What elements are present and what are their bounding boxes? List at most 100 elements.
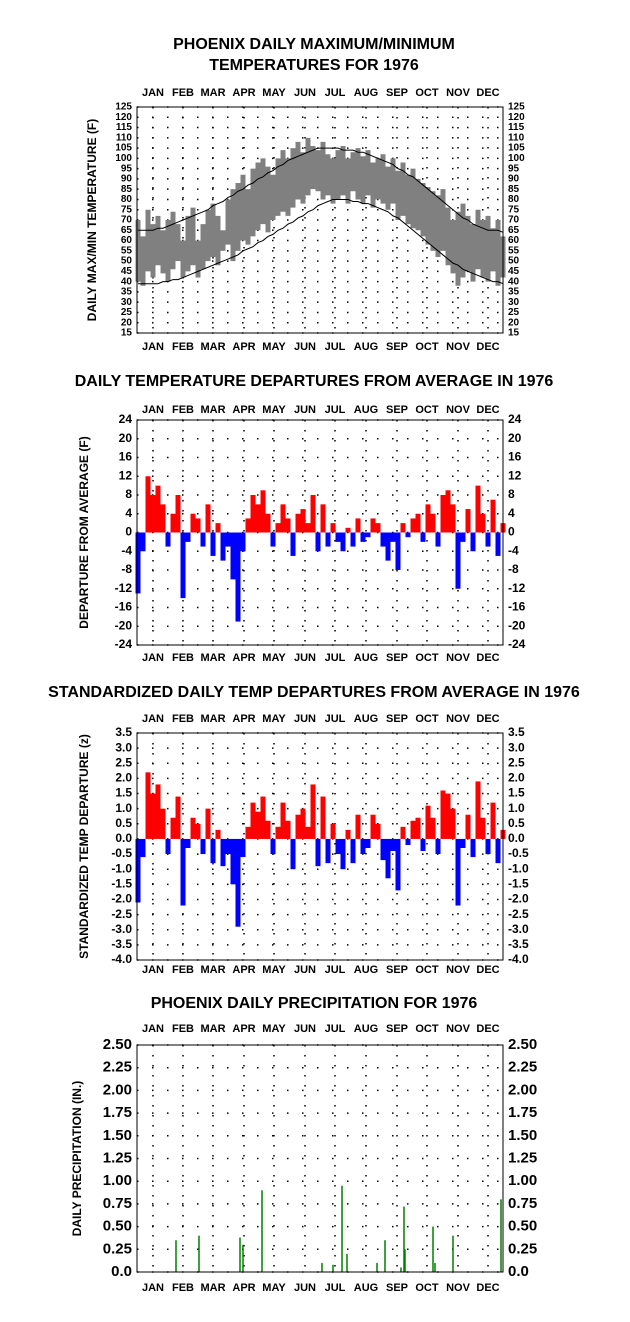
bar — [185, 838, 191, 849]
bar — [435, 838, 441, 855]
x-tick-label: AUG — [354, 1023, 378, 1035]
x-tick-label: JUN — [294, 964, 316, 976]
y-tick-label: 1.0 — [115, 801, 132, 815]
x-tick-label: OCT — [415, 341, 439, 353]
bar — [230, 532, 236, 580]
chart-title: DAILY TEMPERATURE DEPARTURES FROM AVERAG… — [75, 373, 554, 390]
y-tick-label: 0.25 — [103, 1240, 132, 1257]
bar — [340, 838, 346, 870]
bar — [135, 532, 141, 594]
x-tick-label: JUN — [294, 87, 316, 99]
bar — [450, 504, 456, 533]
x-tick-label: SEP — [386, 652, 408, 664]
y-tick-label: -0.5 — [111, 846, 132, 860]
bar — [500, 1199, 502, 1272]
x-tick-label: FEB — [172, 1023, 194, 1035]
bar — [385, 838, 391, 879]
chart-title: PHOENIX DAILY MAXIMUM/MINIMUM — [173, 36, 455, 53]
x-tick-label: DEC — [476, 404, 499, 416]
bar — [175, 495, 181, 533]
bar — [440, 495, 446, 533]
x-tick-label: MAR — [200, 713, 225, 725]
x-tick-label: FEB — [172, 1282, 194, 1294]
y2-tick-label: 80 — [508, 194, 520, 205]
bar — [425, 805, 431, 839]
y-tick-label: 4 — [125, 506, 132, 520]
y-tick-label: -12 — [115, 581, 133, 595]
bar — [495, 532, 501, 556]
bar — [450, 808, 456, 839]
bar — [341, 1185, 343, 1272]
y2-tick-label: 0.25 — [508, 1240, 537, 1257]
bar — [332, 1264, 334, 1272]
y-tick-label: 120 — [115, 112, 132, 123]
x-tick-label: JUL — [325, 1282, 346, 1294]
x-tick-label: DEC — [476, 713, 499, 725]
x-tick-label: AUG — [354, 964, 378, 976]
y-tick-label: 0.0 — [111, 1263, 132, 1280]
bar — [465, 509, 471, 533]
x-tick-label: AUG — [354, 404, 378, 416]
y2-tick-label: 45 — [508, 266, 520, 277]
bar — [310, 495, 316, 533]
bar — [330, 823, 336, 839]
x-tick-label: JUL — [325, 964, 346, 976]
bar — [135, 838, 141, 903]
x-tick-label: SEP — [386, 404, 408, 416]
bar — [205, 504, 211, 533]
x-tick-label: JUN — [294, 1023, 316, 1035]
bar — [430, 817, 436, 839]
y-tick-label: 95 — [121, 163, 133, 174]
y2-tick-label: 35 — [508, 287, 520, 298]
y-tick-label: 25 — [121, 307, 133, 318]
bar — [265, 820, 271, 839]
bar — [185, 532, 191, 542]
bar — [195, 518, 201, 533]
bar — [350, 838, 356, 864]
bar — [470, 532, 476, 552]
x-tick-label: JUN — [294, 404, 316, 416]
bar — [225, 838, 231, 855]
y-tick-label: 3.0 — [115, 740, 132, 754]
y-tick-label: 45 — [121, 266, 133, 277]
bar — [239, 1237, 241, 1272]
x-tick-label: APR — [232, 1023, 255, 1035]
bar — [290, 838, 296, 870]
x-tick-label: APR — [232, 404, 255, 416]
bar — [455, 532, 461, 589]
bar — [395, 532, 401, 570]
y2-tick-label: 2.25 — [508, 1059, 537, 1076]
bar — [280, 504, 286, 533]
bar — [250, 495, 256, 533]
y-tick-label: 40 — [121, 276, 133, 287]
bar — [420, 532, 426, 542]
bar — [380, 838, 386, 861]
y2-tick-label: 0.0 — [508, 1263, 529, 1280]
x-tick-label: MAY — [262, 713, 286, 725]
y-tick-label: 115 — [116, 122, 133, 133]
bar — [145, 476, 151, 533]
bar — [375, 523, 381, 533]
bar — [365, 838, 371, 849]
y-tick-label: 16 — [119, 450, 133, 464]
x-tick-label: AUG — [354, 713, 378, 725]
bar — [310, 784, 316, 839]
bar — [415, 817, 421, 839]
bar — [480, 513, 486, 533]
bar — [390, 532, 396, 542]
x-tick-label: APR — [232, 341, 255, 353]
bar — [255, 811, 261, 839]
x-tick-label: JUN — [294, 652, 316, 664]
x-tick-label: DEC — [476, 964, 499, 976]
bar — [190, 817, 196, 839]
y-tick-label: 75 — [121, 204, 133, 215]
bar — [150, 495, 156, 533]
plot-frame — [136, 732, 504, 961]
bar — [400, 1267, 402, 1272]
x-tick-label: APR — [232, 87, 255, 99]
bar — [335, 838, 341, 855]
y2-tick-label: 30 — [508, 297, 520, 308]
x-tick-label: FEB — [172, 964, 194, 976]
y2-tick-label: -3.5 — [508, 937, 529, 951]
bar — [210, 532, 216, 556]
